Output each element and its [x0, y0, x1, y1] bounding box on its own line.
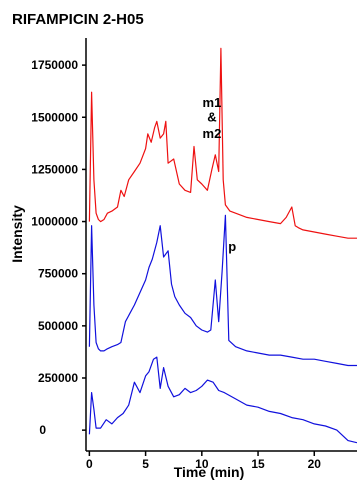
x-ticks: 0 5 10 15 20 — [86, 451, 321, 471]
x-tick-label: 15 — [251, 457, 265, 471]
annotation-label: p — [228, 239, 236, 254]
series-line-2 — [88, 214, 357, 367]
x-tick-label: 20 — [308, 457, 322, 471]
annotation-label: m2 — [203, 126, 222, 141]
annotations: m1& m2 p — [203, 95, 237, 254]
x-tick-label: 0 — [86, 457, 93, 471]
series-layer — [88, 47, 357, 444]
annotation-label: & — [207, 109, 216, 124]
plot-area — [85, 38, 357, 452]
series-line-1 — [88, 47, 357, 239]
y-tick-label: 1500000 — [31, 110, 78, 124]
y-ticks: 0 250000 500000 750000 1000000 1250000 1500000… — [31, 58, 86, 437]
y-tick-label: 1250000 — [31, 162, 78, 176]
x-tick-label: 10 — [195, 457, 209, 471]
y-tick-label: 0 — [39, 423, 46, 437]
y-axis-label: Intensity — [9, 205, 25, 263]
series-line-3 — [88, 356, 357, 444]
chart-title: RIFAMPICIN 2-H05 — [12, 11, 144, 28]
y-tick-label: 500000 — [38, 319, 78, 333]
x-axis-label: Time (min) — [174, 464, 245, 480]
y-tick-label: 750000 — [38, 267, 78, 281]
y-tick-label: 1000000 — [31, 215, 78, 229]
y-tick-label: 250000 — [38, 371, 78, 385]
y-tick-label: 1750000 — [31, 58, 78, 72]
annotation-label: m1 — [203, 95, 222, 110]
x-tick-label: 5 — [142, 457, 149, 471]
